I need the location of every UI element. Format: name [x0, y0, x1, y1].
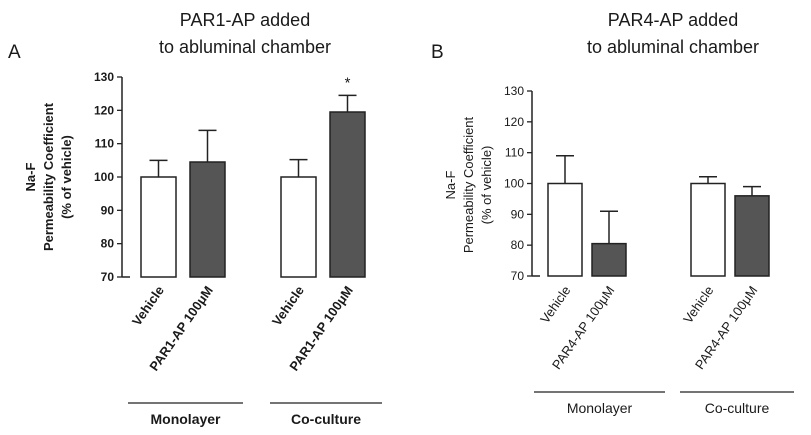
x-tick-label: Vehicle	[269, 283, 307, 328]
y-tick-label: 130	[94, 70, 114, 84]
y-tick-label: 110	[95, 137, 115, 151]
y-tick-label: 70	[101, 270, 115, 284]
y-tick-label: 80	[101, 237, 115, 251]
y-axis-label: Permeability Coefficient	[461, 116, 476, 253]
y-axis-label: Permeability Coefficient	[41, 102, 56, 251]
y-axis-label: Na-F	[23, 162, 38, 191]
group-label: Co-culture	[705, 400, 770, 416]
y-tick-label: 90	[101, 203, 115, 217]
bar	[280, 176, 317, 278]
bar	[547, 182, 583, 277]
y-tick-label: 130	[504, 84, 524, 98]
y-axis-label: (% of vehicle)	[479, 146, 494, 225]
bar	[189, 161, 226, 278]
panel-title-line: to abluminal chamber	[159, 37, 331, 57]
y-tick-label: 70	[511, 269, 525, 283]
panel-title-line: PAR1-AP added	[180, 10, 310, 30]
y-tick-label: 110	[505, 146, 524, 160]
y-tick-label: 100	[504, 177, 524, 191]
bar	[734, 195, 770, 277]
panel-title-line: PAR4-AP added	[608, 10, 738, 30]
panel-label: A	[8, 42, 21, 63]
x-tick-label: Vehicle	[537, 283, 573, 326]
panel-label: B	[431, 42, 444, 63]
bar	[591, 242, 627, 277]
group-label: Monolayer	[567, 400, 633, 416]
panel-a: A PAR1-AP added to abluminal chamber Na-F Pe…	[8, 10, 382, 427]
y-tick-label: 120	[94, 103, 114, 117]
x-tick-label: Vehicle	[680, 283, 716, 326]
bar	[690, 182, 726, 277]
bar	[329, 111, 366, 278]
significance-marker: *	[345, 74, 351, 91]
y-tick-label: 90	[511, 207, 525, 221]
y-axis-label: Na-F	[443, 170, 458, 199]
y-tick-label: 80	[511, 238, 525, 252]
x-tick-label: Vehicle	[129, 283, 167, 328]
panel-title-line: to abluminal chamber	[587, 37, 759, 57]
y-tick-label: 120	[504, 115, 524, 129]
bar	[140, 176, 177, 278]
group-label: Co-culture	[291, 411, 361, 427]
group-label: Monolayer	[150, 411, 221, 427]
y-axis-label: (% of vehicle)	[59, 135, 74, 219]
y-tick-label: 100	[94, 170, 114, 184]
panel-b: B PAR4-AP added to abluminal chamber Na-F Pe…	[431, 10, 794, 416]
